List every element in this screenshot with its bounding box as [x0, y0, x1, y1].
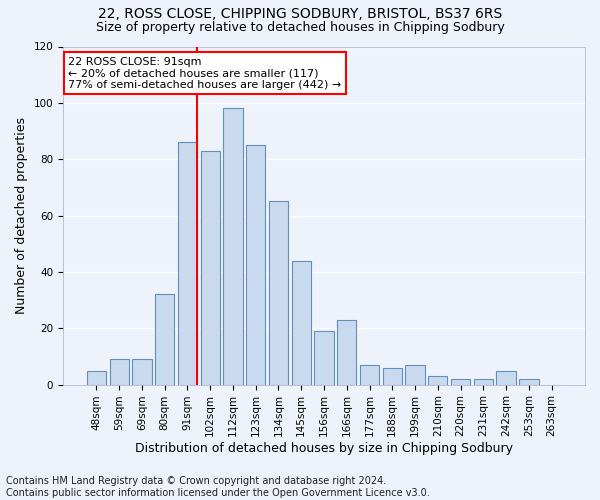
- Bar: [110, 359, 129, 384]
- Bar: [451, 379, 470, 384]
- Text: 22 ROSS CLOSE: 91sqm
← 20% of detached houses are smaller (117)
77% of semi-deta: 22 ROSS CLOSE: 91sqm ← 20% of detached h…: [68, 56, 341, 90]
- Bar: [269, 202, 288, 384]
- Bar: [473, 379, 493, 384]
- Bar: [246, 145, 265, 384]
- Text: Size of property relative to detached houses in Chipping Sodbury: Size of property relative to detached ho…: [95, 21, 505, 34]
- Bar: [178, 142, 197, 384]
- Bar: [383, 368, 402, 384]
- Bar: [200, 150, 220, 384]
- Bar: [132, 359, 152, 384]
- Bar: [428, 376, 448, 384]
- Bar: [496, 370, 516, 384]
- Bar: [360, 365, 379, 384]
- Bar: [337, 320, 356, 384]
- Bar: [406, 365, 425, 384]
- X-axis label: Distribution of detached houses by size in Chipping Sodbury: Distribution of detached houses by size …: [135, 442, 513, 455]
- Bar: [223, 108, 242, 384]
- Bar: [87, 370, 106, 384]
- Text: 22, ROSS CLOSE, CHIPPING SODBURY, BRISTOL, BS37 6RS: 22, ROSS CLOSE, CHIPPING SODBURY, BRISTO…: [98, 8, 502, 22]
- Bar: [292, 260, 311, 384]
- Text: Contains HM Land Registry data © Crown copyright and database right 2024.
Contai: Contains HM Land Registry data © Crown c…: [6, 476, 430, 498]
- Y-axis label: Number of detached properties: Number of detached properties: [15, 117, 28, 314]
- Bar: [314, 331, 334, 384]
- Bar: [155, 294, 175, 384]
- Bar: [519, 379, 539, 384]
